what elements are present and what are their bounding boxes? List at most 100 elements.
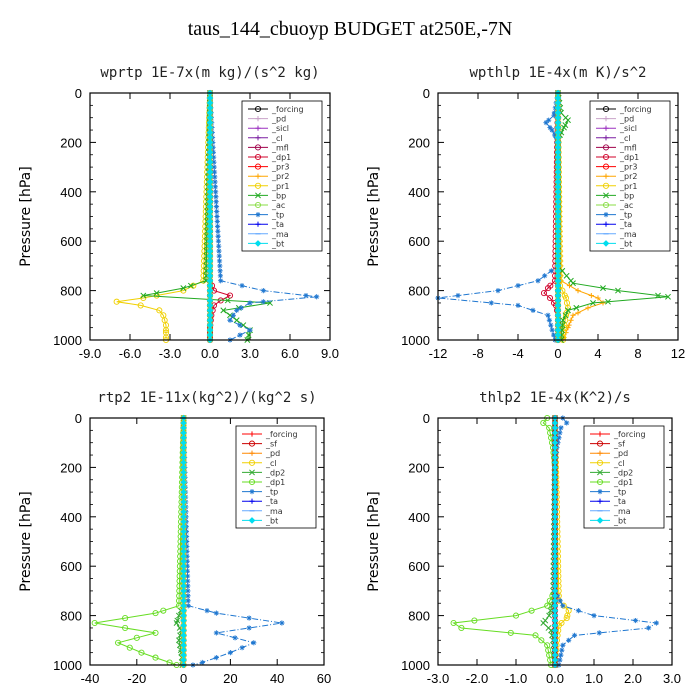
x-tick-label: 40 (270, 671, 284, 686)
x-tick-label: -4 (512, 346, 524, 361)
data-point (213, 189, 219, 195)
data-point (217, 263, 223, 269)
y-tick-label: 0 (75, 411, 82, 426)
data-point (570, 280, 576, 287)
data-point (153, 290, 160, 297)
legend-entry: _pr1 (596, 182, 637, 191)
legend-marker (254, 163, 262, 170)
legend-label: _dp1 (271, 153, 291, 162)
data-point (558, 425, 564, 431)
legend-marker (602, 182, 610, 189)
legend-label: _bt (265, 516, 278, 525)
data-point (546, 294, 554, 302)
data-point (214, 223, 221, 229)
data-point (458, 624, 465, 632)
y-tick-label: 0 (423, 411, 430, 426)
x-tick-label: 4 (594, 346, 601, 361)
data-point (547, 607, 554, 614)
legend-marker (249, 469, 255, 476)
data-point (515, 283, 521, 289)
series-bt (551, 414, 559, 669)
legend-entry: _cl (248, 134, 283, 143)
data-point (571, 632, 578, 638)
data-point (562, 312, 569, 319)
data-point (542, 273, 548, 279)
legend-label: _pd (265, 449, 280, 458)
data-point (213, 199, 219, 205)
data-point (230, 312, 236, 318)
data-point (215, 228, 221, 234)
data-point (247, 327, 253, 333)
x-tick-label: 6.0 (281, 346, 299, 361)
legend-marker (249, 489, 255, 495)
series-line (452, 417, 556, 666)
data-point (216, 258, 223, 264)
data-point (543, 120, 549, 126)
data-point (544, 285, 552, 292)
series-bt (206, 89, 214, 344)
data-point (185, 598, 191, 604)
legend-marker (596, 478, 604, 486)
legend-label: _dp1 (619, 153, 639, 162)
legend-label: _forcing (619, 105, 652, 114)
legend-label: _pr2 (619, 172, 637, 181)
data-point (239, 645, 245, 651)
legend-label: _cl (271, 134, 283, 143)
data-point (210, 149, 216, 155)
legend-marker (248, 517, 256, 524)
legend-label: _pd (271, 115, 286, 124)
legend-label: _cl (613, 459, 625, 468)
data-point (232, 635, 238, 641)
data-point (204, 608, 210, 614)
y-tick-label: 400 (408, 185, 430, 200)
legend-label: _forcing (613, 430, 646, 439)
series-dp1 (91, 414, 187, 669)
legend-label: _pr3 (619, 163, 637, 172)
legend-label: _tp (265, 488, 278, 497)
legend-label: _bt (271, 239, 284, 248)
data-point (557, 430, 563, 436)
data-point (575, 288, 581, 294)
data-point (565, 117, 571, 124)
legend-marker (603, 125, 609, 131)
legend-entry: _pr2 (248, 172, 289, 181)
data-point (140, 292, 147, 299)
legend: _forcing_pd_sicl_cl_mfl_dp1_pr3_pr2_pr1_… (241, 100, 323, 252)
legend-entry: _dp2 (242, 468, 285, 477)
legend: _forcing_sf_pd_cl_dp2_dp1_tp_ta_ma_bt (583, 425, 665, 529)
legend-entry: _dp1 (590, 478, 633, 487)
y-tick-label: 600 (408, 234, 430, 249)
x-tick-label: 0.0 (201, 346, 219, 361)
data-point (549, 327, 555, 333)
data-point (564, 420, 570, 426)
data-point (152, 654, 159, 661)
legend-entry: _ta (242, 497, 278, 506)
data-point (184, 563, 190, 569)
legend-entry: _bt (242, 516, 278, 525)
x-tick-label: -9.0 (79, 346, 101, 361)
legend-marker (255, 135, 261, 141)
legend-entry: _pr3 (248, 163, 289, 172)
legend-label: _pr2 (271, 172, 289, 181)
legend-label: _tp (619, 211, 632, 220)
data-point (532, 632, 539, 639)
legend-marker (254, 144, 262, 151)
legend-marker (602, 105, 610, 113)
data-point (450, 619, 457, 627)
legend-entry: _sf (590, 440, 625, 449)
y-tick-label: 1000 (401, 658, 430, 673)
legend-entry: _bp (596, 191, 634, 200)
data-point (245, 332, 252, 339)
data-point (655, 292, 661, 299)
legend-label: _dp2 (613, 468, 633, 477)
legend-entry: _pd (596, 115, 634, 124)
data-point (233, 317, 240, 324)
data-point (563, 615, 570, 622)
legend-marker (597, 489, 603, 495)
data-point (238, 305, 244, 311)
legend-marker (597, 469, 603, 476)
legend-marker (603, 192, 609, 199)
data-point (596, 630, 602, 636)
data-point (212, 184, 218, 190)
legend-label: _pr3 (271, 163, 289, 172)
